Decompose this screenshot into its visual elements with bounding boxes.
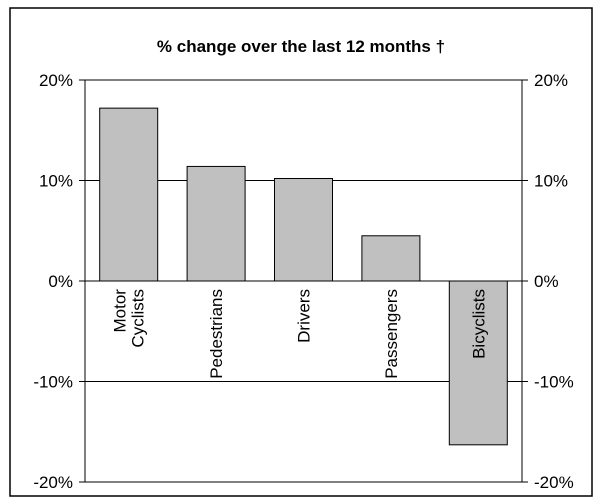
right-tick-label: 20%: [534, 71, 568, 90]
left-tick-label: 10%: [39, 172, 73, 191]
bars: [99, 107, 508, 446]
chart-title: % change over the last 12 months †: [157, 37, 445, 56]
bar: [186, 165, 246, 282]
category-label: Motor: [111, 289, 130, 333]
right-tick-label: -10%: [534, 373, 574, 392]
bar: [274, 177, 333, 282]
left-tick-label: -20%: [33, 473, 73, 492]
left-tick-label: 20%: [39, 71, 73, 90]
right-tick-label: -20%: [534, 473, 574, 492]
axes: [79, 79, 528, 483]
bar: [361, 235, 421, 282]
category-label: Bicyclists: [469, 289, 488, 359]
category-labels: Motor Cyclists Pedestrians Drivers Passenger…: [111, 289, 489, 379]
right-tick-label: 10%: [534, 172, 568, 191]
left-tick-label: -10%: [33, 373, 73, 392]
bar: [99, 107, 159, 282]
category-label: Cyclists: [129, 289, 148, 348]
category-label: Passengers: [382, 289, 401, 379]
right-tick-label: 0%: [534, 272, 559, 291]
category-label: Pedestrians: [207, 289, 226, 379]
left-tick-label: 0%: [48, 272, 73, 291]
category-label: Drivers: [295, 289, 314, 343]
left-tick-labels: -20% -10% 0% 10% 20%: [33, 71, 73, 492]
right-tick-labels: -20% -10% 0% 10% 20%: [534, 71, 574, 492]
